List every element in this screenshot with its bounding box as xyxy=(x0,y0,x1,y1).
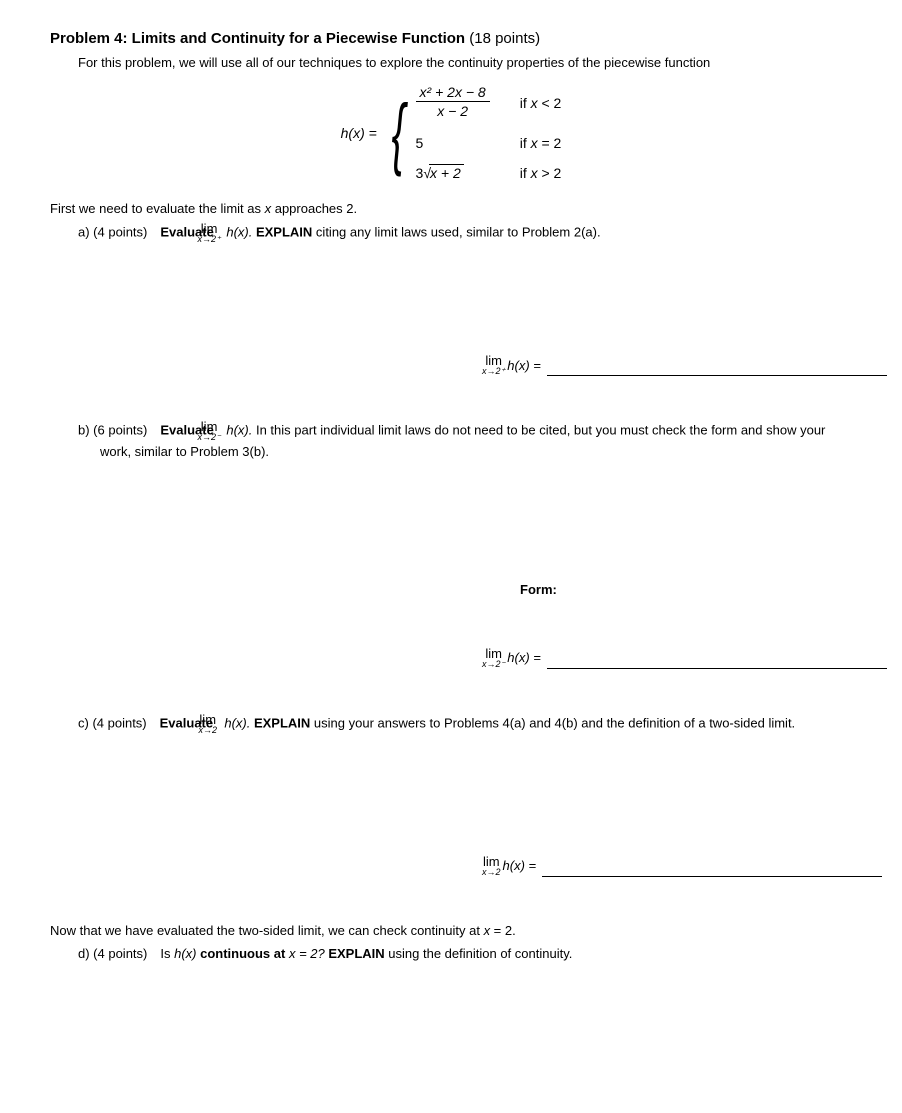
answer-a-lhs: h(x) = xyxy=(507,358,541,373)
case3-condition: if x > 2 xyxy=(520,165,562,181)
part-d-explain: EXPLAIN xyxy=(328,946,384,961)
part-a-rest: citing any limit laws used, similar to P… xyxy=(312,225,600,240)
answer-c-row: limx→2 h(x) = xyxy=(50,735,852,917)
piecewise-function: h(x) = { x² + 2x − 8 x − 2 if x < 2 5 if… xyxy=(50,84,852,181)
part-b-label: b) (6 points) xyxy=(78,423,160,438)
answer-c-limit: limx→2 xyxy=(482,855,501,877)
form-row-wrap: Form: xyxy=(50,462,852,627)
page: Problem 4: Limits and Continuity for a P… xyxy=(0,0,902,1003)
part-c-hx: h(x). xyxy=(221,715,254,730)
part-a-label: a) (4 points) xyxy=(78,225,160,240)
part-d-label: d) (4 points) xyxy=(78,946,160,961)
part-d: d) (4 points) Is h(x) continuous at x = … xyxy=(100,944,852,964)
piecewise-cases: x² + 2x − 8 x − 2 if x < 2 5 if x = 2 3√… xyxy=(416,84,562,181)
part-a: a) (4 points) Evaluate limx→2⁺ h(x). EXP… xyxy=(100,222,852,244)
case3-expr: 3√x + 2 xyxy=(416,165,490,181)
form-label: Form: xyxy=(520,582,557,597)
left-brace-icon: { xyxy=(392,93,405,173)
answer-b-limit: limx→2⁻ xyxy=(482,647,505,669)
part-a-limit: limx→2⁺ xyxy=(219,222,220,244)
part-b-hx: h(x). xyxy=(223,423,256,438)
part-d-hx: h(x) xyxy=(174,946,196,961)
intro-text: For this problem, we will use all of our… xyxy=(78,55,852,70)
case1-expr: x² + 2x − 8 x − 2 xyxy=(416,84,490,121)
part-a-explain: EXPLAIN xyxy=(256,225,312,240)
answer-a-row: limx→2⁺ h(x) = xyxy=(50,244,852,416)
case1-numerator: x² + 2x − 8 xyxy=(416,84,490,102)
case1-condition: if x < 2 xyxy=(520,95,562,111)
part-d-xeq: x = 2? xyxy=(289,946,328,961)
part-c-rest: using your answers to Problems 4(a) and … xyxy=(310,715,795,730)
title-points: (18 points) xyxy=(469,30,540,47)
function-name: h(x) = xyxy=(341,125,377,141)
problem-title: Problem 4: Limits and Continuity for a P… xyxy=(50,30,852,47)
post-c-note: Now that we have evaluated the two-sided… xyxy=(50,923,852,938)
title-bold: Problem 4: Limits and Continuity for a P… xyxy=(50,30,465,47)
part-b: b) (6 points) Evaluate limx→2⁻ h(x). In … xyxy=(100,420,852,462)
answer-b-lhs: h(x) = xyxy=(507,650,541,665)
case2-expr: 5 xyxy=(416,135,490,151)
answer-b-blank[interactable] xyxy=(547,654,887,669)
answer-a-blank[interactable] xyxy=(547,361,887,376)
case2-condition: if x = 2 xyxy=(520,135,562,151)
answer-c-lhs: h(x) = xyxy=(503,858,537,873)
answer-b-row: limx→2⁻ h(x) = xyxy=(50,627,852,709)
part-c: c) (4 points) Evaluate limx→2 h(x). EXPL… xyxy=(100,713,852,735)
part-c-label: c) (4 points) xyxy=(78,715,160,730)
part-d-rest: using the definition of continuity. xyxy=(385,946,573,961)
part-b-limit: limx→2⁻ xyxy=(219,420,220,442)
part-c-explain: EXPLAIN xyxy=(254,715,310,730)
answer-c-blank[interactable] xyxy=(542,862,882,877)
case1-denominator: x − 2 xyxy=(416,102,490,122)
pre-parts-note: First we need to evaluate the limit as x… xyxy=(50,201,852,216)
part-d-continuous: continuous at xyxy=(197,946,289,961)
answer-a-limit: limx→2⁺ xyxy=(482,354,505,376)
part-a-hx: h(x). xyxy=(223,225,256,240)
